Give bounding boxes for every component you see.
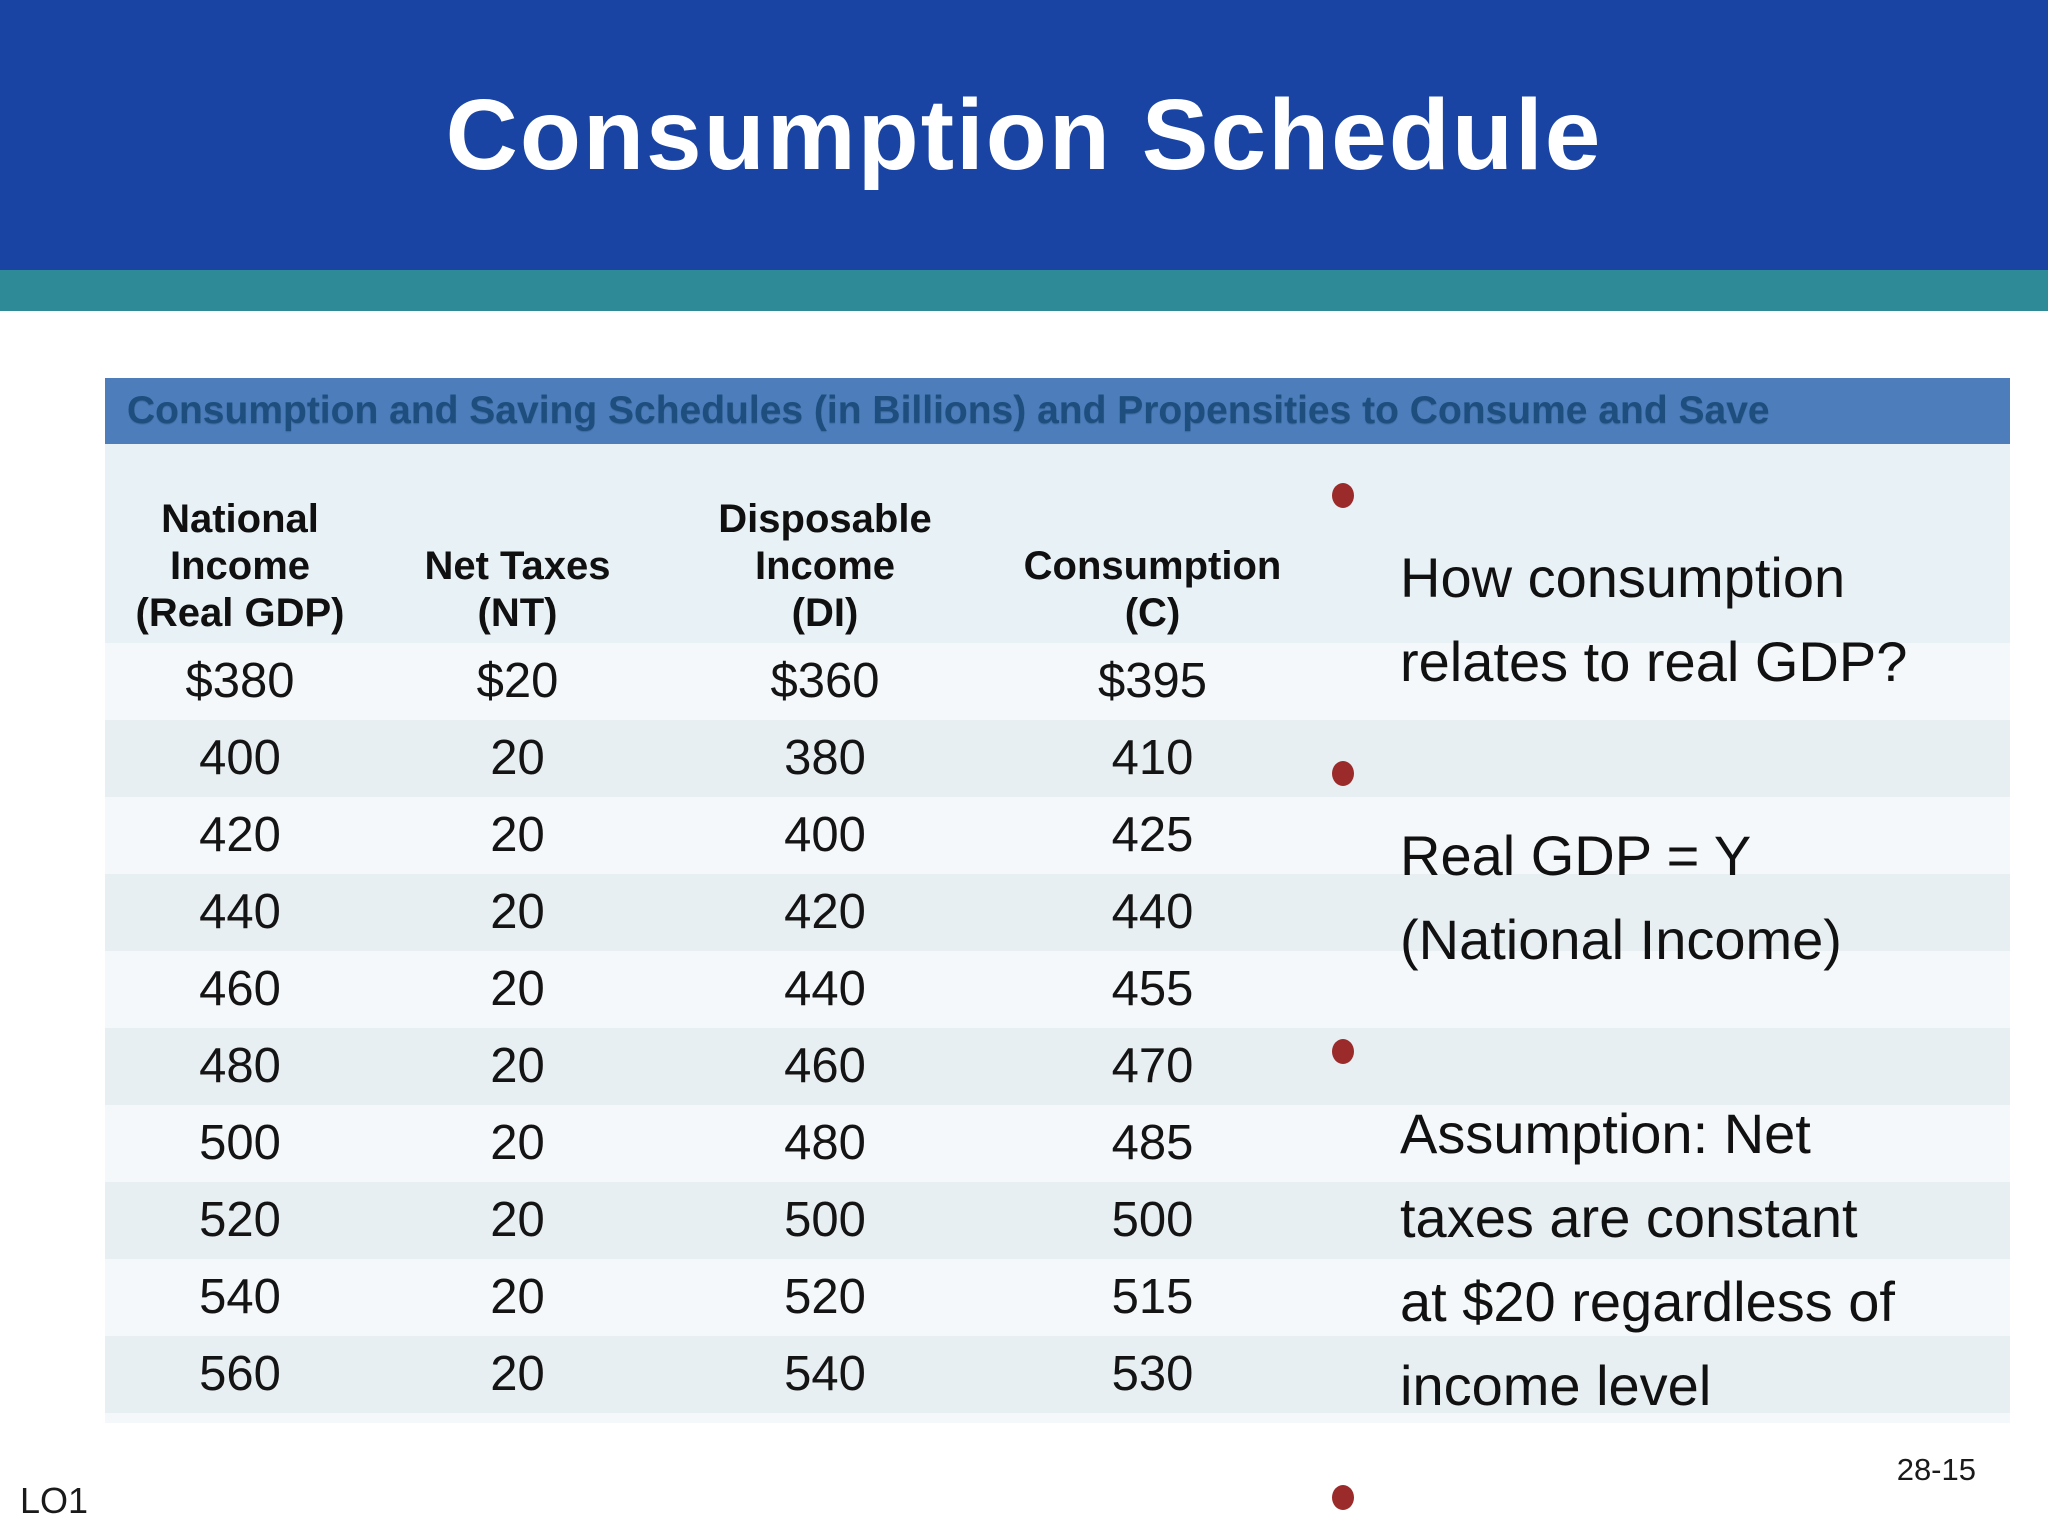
column-header-net-taxes: Net Taxes (NT) [424, 544, 611, 635]
table-cell: 20 [490, 731, 545, 785]
table-cell: 540 [784, 1347, 866, 1401]
table-cell: 460 [199, 962, 281, 1016]
table-cell: 530 [1111, 1347, 1194, 1401]
column-header-consumption: Consumption (C) [1023, 544, 1282, 635]
table-cell: $20 [476, 654, 559, 708]
table-cell: 20 [490, 962, 545, 1016]
bullet-dot-icon [1332, 483, 1354, 508]
bullet-text: How consumption relates to real GDP? [1400, 546, 1908, 693]
table-cell: 480 [784, 1116, 866, 1170]
column-header-national-income: National Income (Real GDP) [135, 497, 345, 635]
table-cell: 440 [1111, 885, 1194, 939]
table-cell: 20 [490, 1347, 545, 1401]
table-cell: 500 [784, 1193, 866, 1247]
title-band: Consumption Schedule [0, 0, 2048, 270]
table-cell: 380 [784, 731, 866, 785]
table-cell: 500 [199, 1116, 281, 1170]
table-row: 480 20 460 470 [105, 1028, 2010, 1105]
table-cell: 485 [1111, 1116, 1194, 1170]
table-cell: 400 [784, 808, 866, 862]
bullet-item: How consumption relates to real GDP? [1330, 452, 2000, 704]
table-cell: $395 [1097, 654, 1207, 708]
table-cell: 20 [490, 1039, 545, 1093]
table-rows: $380 $20 $360 $395 400 20 380 410 420 20… [105, 643, 2010, 1413]
table-cell: 480 [199, 1039, 281, 1093]
table-row: 540 20 520 515 [105, 1259, 2010, 1336]
table-cell: 440 [784, 962, 866, 1016]
slide-title: Consumption Schedule [445, 78, 1603, 191]
table-cell: 20 [490, 1193, 545, 1247]
table-cell: 460 [784, 1039, 866, 1093]
table-cell: 420 [784, 885, 866, 939]
table-cell: $380 [185, 654, 295, 708]
bullet-text: Assumption: Net taxes are constant at $2… [1400, 1102, 1895, 1417]
table-cell: 520 [784, 1270, 866, 1324]
table-cell: 20 [490, 1270, 545, 1324]
table-row: 560 20 540 530 [105, 1336, 2010, 1413]
table-cell: 515 [1111, 1270, 1194, 1324]
bullet-dot-icon [1332, 761, 1354, 786]
table-row: 400 20 380 410 [105, 720, 2010, 797]
panel-body: National Income (Real GDP) Net Taxes (NT… [105, 444, 2010, 1510]
table-row: 520 20 500 500 [105, 1182, 2010, 1259]
table-cell: 425 [1111, 808, 1194, 862]
table-cell: 455 [1111, 962, 1194, 1016]
table-cell: 470 [1111, 1039, 1194, 1093]
panel-title-bar: Consumption and Saving Schedules (in Bil… [105, 378, 2010, 444]
bullet-item: DI = Y - NT [1330, 1454, 2000, 1536]
table-cell: 20 [490, 808, 545, 862]
bullet-list: How consumption relates to real GDP? Rea… [1330, 452, 2000, 1536]
bullet-item: Assumption: Net taxes are constant at $2… [1330, 1008, 2000, 1428]
slide-number: 28-15 [1896, 1452, 1976, 1487]
bullet-dot-icon [1332, 1039, 1354, 1064]
table-cell: 500 [1111, 1193, 1194, 1247]
table-row: 500 20 480 485 [105, 1105, 2010, 1182]
table-cell: 440 [199, 885, 281, 939]
table-row: 460 20 440 455 [105, 951, 2010, 1028]
table-row: 440 20 420 440 [105, 874, 2010, 951]
teal-divider [0, 270, 2048, 311]
learning-objective-label: LO1 [20, 1480, 89, 1521]
bullet-text: Real GDP = Y (National Income) [1400, 824, 1842, 971]
table-cell: 540 [199, 1270, 281, 1324]
schedule-panel: Consumption and Saving Schedules (in Bil… [105, 378, 2010, 1510]
table-cell: 420 [199, 808, 281, 862]
table-cell: 560 [199, 1347, 281, 1401]
table-cell: 20 [490, 1116, 545, 1170]
table-cell: 20 [490, 885, 545, 939]
column-header-disposable-income: Disposable Income (DI) [718, 497, 932, 635]
table-row: $380 $20 $360 $395 [105, 643, 2010, 720]
panel-title: Consumption and Saving Schedules (in Bil… [127, 389, 1770, 432]
bullet-dot-icon [1332, 1485, 1354, 1510]
table-row: 420 20 400 425 [105, 797, 2010, 874]
table-cell: $360 [770, 654, 880, 708]
table-cell: 400 [199, 731, 281, 785]
bullet-item: Real GDP = Y (National Income) [1330, 730, 2000, 982]
table-cell: 410 [1111, 731, 1194, 785]
column-headers: National Income (Real GDP) Net Taxes (NT… [105, 444, 2010, 643]
table-cell: 520 [199, 1193, 281, 1247]
